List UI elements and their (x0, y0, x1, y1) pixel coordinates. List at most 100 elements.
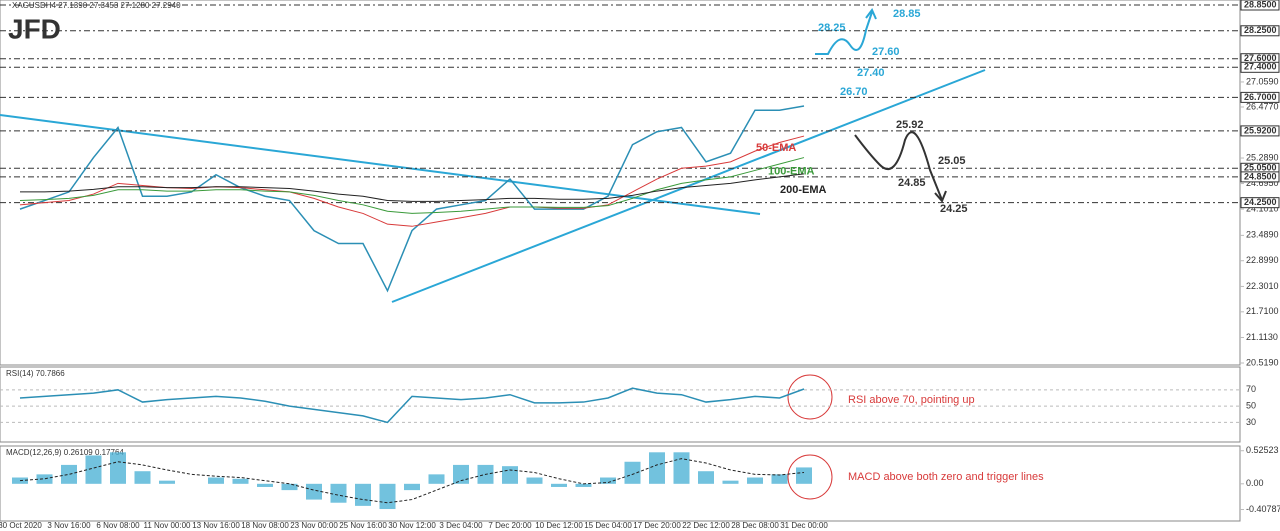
level-label: 25.9200 (1244, 125, 1277, 135)
annotation: 27.60 (872, 46, 900, 58)
level-label: 26.7000 (1244, 92, 1277, 102)
price-title: XAGUSDH4 27.1390 27.3453 27.1280 27.2940 (12, 1, 181, 10)
bar (673, 452, 690, 484)
bar (526, 477, 543, 484)
signal-line (19, 458, 805, 504)
annotation: 25.92 (896, 119, 924, 131)
level-box (1240, 0, 1280, 11)
annotation: 27.40 (857, 67, 885, 79)
y-tick-label: 23.4890 (1246, 230, 1279, 240)
bar (502, 466, 518, 484)
x-tick-label: 7 Dec 20:00 (488, 521, 532, 530)
level-label: 28.2500 (1244, 25, 1277, 35)
y-tick-label: 0.52523 (1246, 445, 1279, 455)
bar (722, 480, 739, 484)
x-tick-label: 15 Dec 04:00 (584, 521, 632, 530)
level-box (1240, 61, 1280, 73)
macd-frame (0, 445, 1241, 522)
bar (698, 471, 714, 484)
bar (771, 474, 788, 484)
y-tick-label: 27.0590 (1246, 76, 1279, 86)
level-box (1240, 171, 1280, 183)
level-box (1240, 197, 1280, 209)
bar (110, 452, 126, 484)
price-frame (0, 0, 1241, 366)
bar (428, 474, 445, 484)
y-tick-label: 26.4770 (1246, 101, 1279, 111)
level-label: 28.8500 (1244, 0, 1277, 9)
logo: JFD (8, 13, 61, 44)
bar (257, 483, 273, 487)
macd-note: MACD above both zero and trigger lines (848, 471, 1044, 483)
annotation: 28.85 (893, 8, 921, 20)
y-tick-label: 50 (1246, 401, 1256, 411)
x-tick-label: 13 Nov 16:00 (192, 521, 240, 530)
x-tick-label: 18 Nov 08:00 (241, 521, 289, 530)
bar (379, 483, 396, 510)
annotation: 24.85 (898, 177, 926, 189)
series-label: 200-EMA (780, 184, 827, 196)
annotation: 24.25 (940, 203, 968, 215)
bar (85, 455, 102, 484)
bar (796, 467, 812, 484)
highlight-circle (787, 374, 833, 420)
series-label: 50-EMA (756, 142, 796, 154)
y-tick-label: 22.3010 (1246, 281, 1279, 291)
bar (747, 477, 763, 484)
y-tick-label: 70 (1246, 384, 1256, 394)
series-line (19, 135, 805, 227)
x-tick-label: 10 Dec 12:00 (535, 521, 583, 530)
x-tick-label: 11 Nov 00:00 (144, 521, 192, 530)
annotation: 25.05 (938, 155, 966, 167)
bar (404, 483, 420, 491)
bar (453, 464, 469, 484)
bar (551, 483, 567, 487)
y-tick-label: 0.00 (1246, 478, 1264, 488)
y-tick-label: -0.40787 (1246, 504, 1280, 514)
series-line (19, 157, 805, 214)
x-tick-label: 17 Dec 20:00 (633, 521, 681, 530)
y-tick-label: 30 (1246, 417, 1256, 427)
level-label: 24.8500 (1244, 171, 1277, 181)
level-box (1240, 91, 1280, 103)
bar (232, 478, 249, 484)
x-tick-label: 23 Nov 00:00 (290, 521, 338, 530)
x-tick-label: 6 Nov 08:00 (96, 521, 140, 530)
rsi-frame (0, 366, 1241, 443)
bar (134, 471, 151, 484)
x-tick-label: 30 Nov 12:00 (388, 521, 436, 530)
bar (330, 483, 347, 503)
y-tick-label: 20.5190 (1246, 357, 1279, 367)
level-box (1240, 25, 1280, 37)
macd-title: MACD(12,26,9) 0.26109 0.17764 (6, 448, 124, 457)
x-tick-label: 3 Nov 16:00 (47, 521, 91, 530)
level-label: 25.0500 (1244, 163, 1277, 173)
y-tick-label: 24.6950 (1246, 178, 1279, 188)
bear-arrow (854, 131, 947, 203)
bar (281, 483, 298, 491)
bar (36, 474, 53, 484)
y-tick-label: 25.2890 (1246, 152, 1279, 162)
y-tick-label: 21.7100 (1246, 306, 1279, 316)
annotation: 28.25 (818, 22, 846, 34)
x-tick-label: 30 Oct 2020 (0, 521, 42, 530)
bar (306, 483, 322, 500)
series-line (19, 387, 805, 424)
highlight-circle (787, 454, 833, 500)
y-tick-label: 21.1130 (1246, 332, 1278, 342)
rsi-title: RSI(14) 70.7866 (6, 369, 65, 378)
series-line (19, 105, 805, 293)
bar (624, 461, 641, 484)
bar (208, 477, 224, 484)
level-label: 27.4000 (1244, 62, 1277, 72)
annotation: 26.70 (840, 86, 868, 98)
bar (600, 477, 616, 484)
bar (61, 464, 77, 484)
level-label: 27.6000 (1244, 53, 1277, 63)
rsi-note: RSI above 70, pointing up (848, 394, 975, 406)
level-label: 24.2500 (1244, 197, 1277, 207)
bar (649, 452, 665, 484)
series-line (20, 173, 805, 202)
x-tick-label: 31 Dec 00:00 (780, 521, 828, 530)
